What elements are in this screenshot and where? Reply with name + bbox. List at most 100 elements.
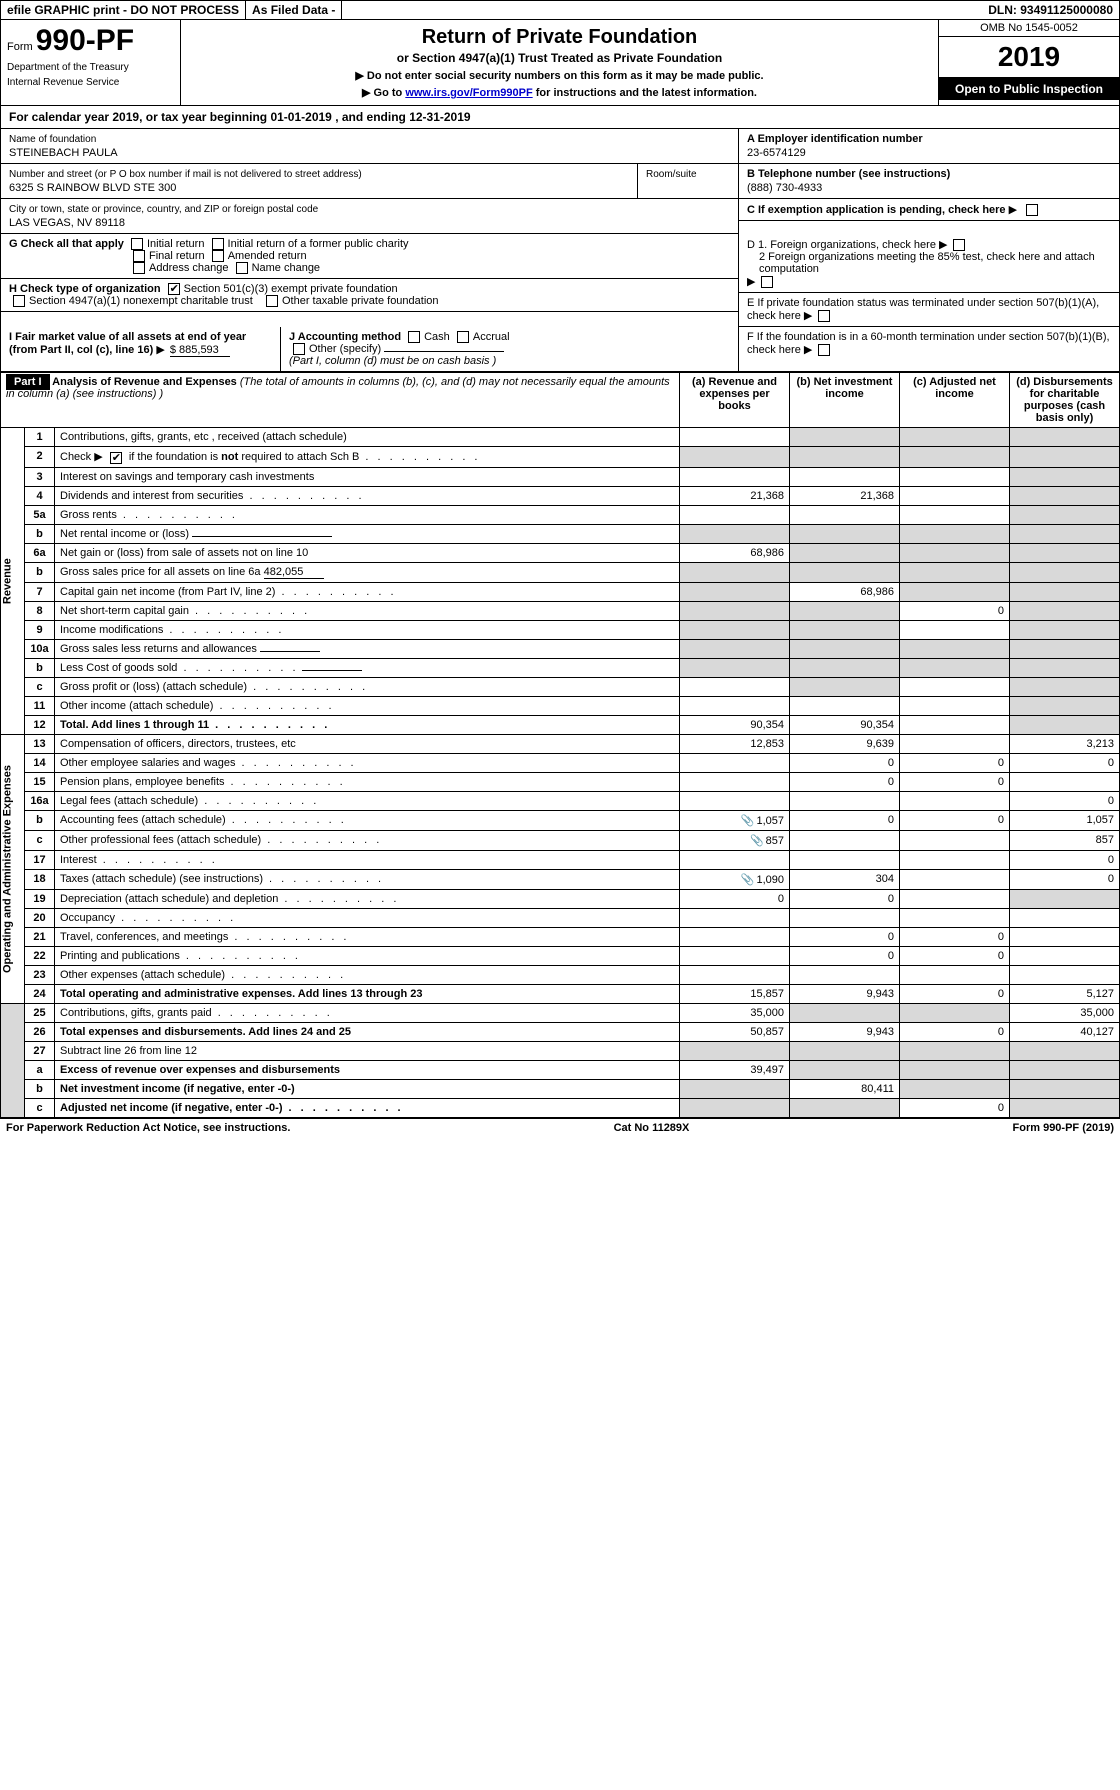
r19-b: 0 bbox=[790, 889, 900, 908]
irs-link[interactable]: www.irs.gov/Form990PF bbox=[405, 87, 532, 99]
ln-17: 17 bbox=[25, 850, 55, 869]
r12-b: 90,354 bbox=[790, 715, 900, 734]
r27b-b: 80,411 bbox=[790, 1079, 900, 1098]
attach-icon[interactable] bbox=[741, 815, 757, 827]
arrow-icon bbox=[1009, 204, 1019, 216]
arrow-icon bbox=[156, 344, 166, 356]
chk-name[interactable] bbox=[236, 262, 248, 274]
r26-c: 0 bbox=[900, 1022, 1010, 1041]
chk-f[interactable] bbox=[818, 344, 830, 356]
r16a-d: 0 bbox=[1010, 791, 1120, 810]
chk-addr[interactable] bbox=[133, 262, 145, 274]
r7-b: 68,986 bbox=[790, 582, 900, 601]
r16b-d: 1,057 bbox=[1010, 810, 1120, 830]
c-label: C If exemption application is pending, c… bbox=[747, 204, 1006, 216]
desc-7: Capital gain net income (from Part IV, l… bbox=[55, 582, 680, 601]
h-501c3: Section 501(c)(3) exempt private foundat… bbox=[184, 283, 398, 295]
col-a: (a) Revenue and expenses per books bbox=[680, 373, 790, 428]
header-center: Return of Private Foundation or Section … bbox=[181, 20, 939, 105]
r24-c: 0 bbox=[900, 984, 1010, 1003]
r6b-inline: 482,055 bbox=[264, 566, 324, 579]
desc-17: Interest bbox=[55, 850, 680, 869]
page-footer: For Paperwork Reduction Act Notice, see … bbox=[0, 1118, 1120, 1137]
chk-e[interactable] bbox=[818, 310, 830, 322]
desc-26: Total expenses and disbursements. Add li… bbox=[55, 1022, 680, 1041]
chk-4947[interactable] bbox=[13, 295, 25, 307]
form-subtitle: or Section 4947(a)(1) Trust Treated as P… bbox=[187, 51, 932, 65]
chk-cash[interactable] bbox=[408, 331, 420, 343]
desc-14: Other employee salaries and wages bbox=[55, 753, 680, 772]
desc-27b: Net investment income (if negative, ente… bbox=[55, 1079, 680, 1098]
r16b-b: 0 bbox=[790, 810, 900, 830]
as-filed: As Filed Data - bbox=[246, 1, 342, 19]
desc-6a: Net gain or (loss) from sale of assets n… bbox=[55, 543, 680, 562]
h-label: H Check type of organization bbox=[9, 283, 161, 295]
r26-a: 50,857 bbox=[680, 1022, 790, 1041]
chk-other[interactable] bbox=[293, 343, 305, 355]
ln-16b: b bbox=[25, 810, 55, 830]
ln-2: 2 bbox=[25, 447, 55, 467]
header-right: OMB No 1545-0052 2019 Open to Public Ins… bbox=[939, 20, 1119, 105]
cal-text-b: , and ending bbox=[335, 110, 409, 124]
h-4947: Section 4947(a)(1) nonexempt charitable … bbox=[29, 295, 253, 307]
chk-initial[interactable] bbox=[131, 238, 143, 250]
desc-25: Contributions, gifts, grants paid bbox=[55, 1003, 680, 1022]
f-label: F If the foundation is in a 60-month ter… bbox=[747, 331, 1110, 356]
chk-other-tax[interactable] bbox=[266, 295, 278, 307]
chk-final[interactable] bbox=[133, 250, 145, 262]
dept-irs: Internal Revenue Service bbox=[7, 77, 174, 88]
r4-b: 21,368 bbox=[790, 486, 900, 505]
desc-22: Printing and publications bbox=[55, 946, 680, 965]
cal-text-a: For calendar year 2019, or tax year begi… bbox=[9, 110, 270, 124]
r15-c: 0 bbox=[900, 772, 1010, 791]
arrow-icon bbox=[804, 344, 814, 356]
ln-6b: b bbox=[25, 562, 55, 582]
r24-b: 9,943 bbox=[790, 984, 900, 1003]
e-label: E If private foundation status was termi… bbox=[747, 297, 1099, 322]
chk-501c3[interactable] bbox=[168, 283, 180, 295]
r16b-a: 1,057 bbox=[756, 815, 784, 827]
ln-10c: c bbox=[25, 677, 55, 696]
arrow-icon bbox=[939, 239, 949, 251]
part1-table: Part I Analysis of Revenue and Expenses … bbox=[0, 372, 1120, 1117]
desc-11: Other income (attach schedule) bbox=[55, 696, 680, 715]
ln-16c: c bbox=[25, 830, 55, 850]
chk-schb[interactable] bbox=[110, 452, 122, 464]
omb-number: OMB No 1545-0052 bbox=[939, 20, 1119, 37]
chk-initial-former[interactable] bbox=[212, 238, 224, 250]
r13-d: 3,213 bbox=[1010, 734, 1120, 753]
attach-icon[interactable] bbox=[750, 835, 766, 847]
ln-20: 20 bbox=[25, 908, 55, 927]
r17-d: 0 bbox=[1010, 850, 1120, 869]
r27a-a: 39,497 bbox=[680, 1060, 790, 1079]
chk-amended[interactable] bbox=[212, 250, 224, 262]
chk-accrual[interactable] bbox=[457, 331, 469, 343]
g-amended: Amended return bbox=[228, 250, 307, 262]
ln-14: 14 bbox=[25, 753, 55, 772]
chk-d2[interactable] bbox=[761, 276, 773, 288]
desc-18: Taxes (attach schedule) (see instruction… bbox=[55, 869, 680, 889]
r14-c: 0 bbox=[900, 753, 1010, 772]
c-checkbox[interactable] bbox=[1026, 204, 1038, 216]
chk-d1[interactable] bbox=[953, 239, 965, 251]
j-label: J Accounting method bbox=[289, 331, 401, 343]
r13-b: 9,639 bbox=[790, 734, 900, 753]
r22-b: 0 bbox=[790, 946, 900, 965]
desc-20: Occupancy bbox=[55, 908, 680, 927]
efile-notice: efile GRAPHIC print - DO NOT PROCESS bbox=[1, 1, 246, 19]
r27c-c: 0 bbox=[900, 1098, 1010, 1117]
form-number: 990-PF bbox=[36, 24, 134, 57]
g-addr: Address change bbox=[149, 262, 229, 274]
desc-15: Pension plans, employee benefits bbox=[55, 772, 680, 791]
attach-icon[interactable] bbox=[741, 874, 757, 886]
j-other: Other (specify) bbox=[309, 343, 381, 355]
j-note: (Part I, column (d) must be on cash basi… bbox=[289, 355, 496, 367]
desc-13: Compensation of officers, directors, tru… bbox=[55, 734, 680, 753]
ein-label: A Employer identification number bbox=[747, 133, 923, 145]
footer-mid: Cat No 11289X bbox=[614, 1122, 690, 1134]
desc-1: Contributions, gifts, grants, etc , rece… bbox=[55, 428, 680, 447]
col-c: (c) Adjusted net income bbox=[900, 373, 1010, 428]
room-label: Room/suite bbox=[646, 169, 697, 180]
r25-d: 35,000 bbox=[1010, 1003, 1120, 1022]
desc-5a: Gross rents bbox=[55, 505, 680, 524]
